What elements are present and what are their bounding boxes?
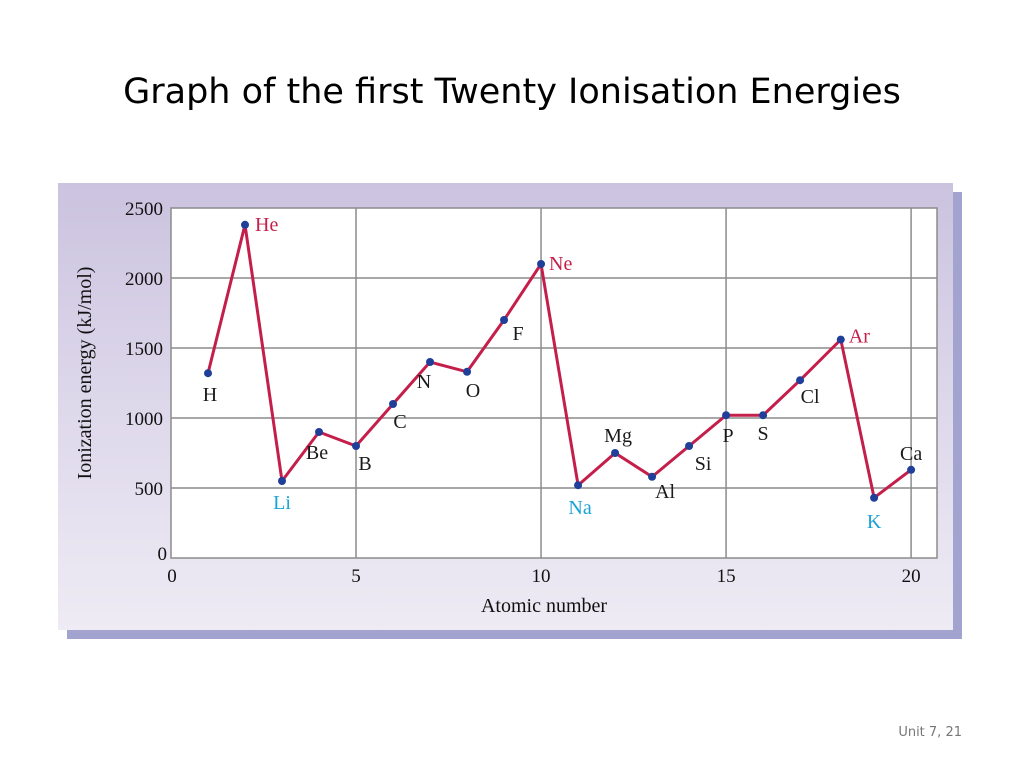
element-label: K xyxy=(867,511,882,533)
element-label: H xyxy=(203,384,217,406)
ionisation-energy-chart: 0 500 1000 1500 2000 2500 0 5 10 15 20 Atomic numbe… xyxy=(74,199,938,617)
y-tick-label: 2000 xyxy=(125,269,163,290)
element-label: C xyxy=(393,411,406,433)
data-point xyxy=(463,367,472,376)
x-tick-label: 20 xyxy=(902,566,921,587)
element-label: Ca xyxy=(900,443,922,465)
data-point xyxy=(907,465,916,474)
data-point xyxy=(500,316,509,324)
y-tick-label: 500 xyxy=(135,479,164,500)
data-point xyxy=(389,400,398,408)
y-tick-label: 2500 xyxy=(125,199,163,220)
data-point xyxy=(685,442,694,450)
element-label: Mg xyxy=(604,425,632,447)
plot-area xyxy=(170,207,938,559)
data-point xyxy=(870,493,879,502)
data-point xyxy=(836,335,845,344)
data-point xyxy=(648,472,657,481)
data-point xyxy=(611,449,620,457)
data-point xyxy=(796,376,805,385)
y-tick-label: 0 xyxy=(158,544,168,565)
y-tick-label: 1500 xyxy=(125,339,163,360)
element-label: P xyxy=(723,425,734,447)
element-label: He xyxy=(255,214,278,236)
element-label: Li xyxy=(273,492,291,514)
element-label: F xyxy=(512,323,523,345)
data-point xyxy=(759,411,768,420)
element-label: O xyxy=(466,380,480,402)
element-label: S xyxy=(758,423,769,445)
slide-title: Graph of the first Twenty Ionisation Ene… xyxy=(123,72,901,112)
element-label: Be xyxy=(306,442,328,464)
element-label: Cl xyxy=(801,386,820,408)
data-point xyxy=(537,260,546,268)
chart-panel: 0 500 1000 1500 2000 2500 0 5 10 15 20 Atomic numbe… xyxy=(58,183,953,630)
element-label: Na xyxy=(568,497,591,519)
data-point xyxy=(315,428,324,436)
data-point xyxy=(722,411,731,420)
x-tick-label: 0 xyxy=(167,566,177,587)
x-tick-label: 5 xyxy=(351,566,361,587)
data-point xyxy=(241,220,250,229)
series-line xyxy=(206,224,913,501)
data-point xyxy=(278,477,287,485)
element-label: Si xyxy=(695,453,712,475)
y-tick-label: 1000 xyxy=(125,409,163,430)
element-label: Ar xyxy=(849,326,870,348)
element-label: B xyxy=(358,453,371,475)
data-point xyxy=(426,358,435,366)
data-point xyxy=(204,369,213,378)
element-label: Ne xyxy=(549,253,572,275)
x-axis-title: Atomic number xyxy=(481,595,607,617)
x-tick-label: 15 xyxy=(717,566,736,587)
element-label: Al xyxy=(655,481,675,503)
x-tick-label: 10 xyxy=(532,566,551,587)
y-axis-title: Ionization energy (kJ/mol) xyxy=(74,267,96,480)
data-point xyxy=(574,481,583,490)
slide-footer: Unit 7, 21 xyxy=(898,725,962,740)
element-label: N xyxy=(417,371,431,393)
data-point xyxy=(352,442,361,450)
